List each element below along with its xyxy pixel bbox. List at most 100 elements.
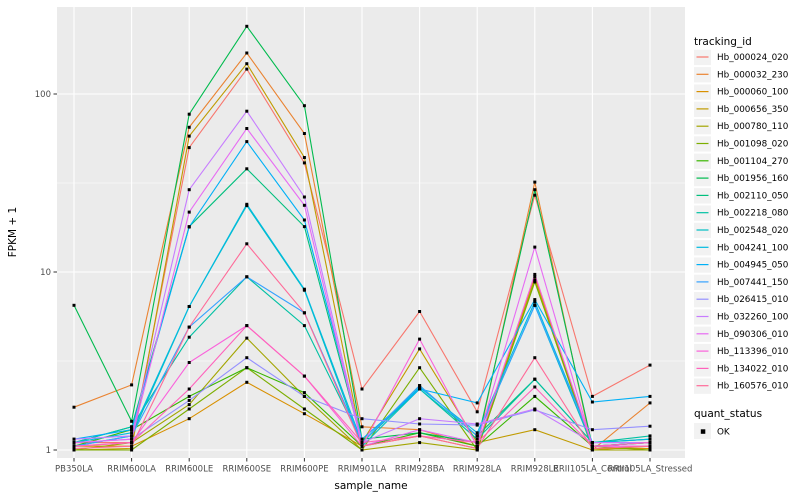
legend-entry-Hb_007441_150: Hb_007441_150 (694, 274, 789, 290)
legend-entry-label: Hb_001956_160 (717, 174, 789, 184)
data-point (187, 188, 191, 192)
data-point (302, 203, 306, 207)
data-point (130, 431, 134, 435)
legend-quant-status: OK (694, 423, 730, 439)
data-point (187, 407, 191, 411)
data-point (245, 356, 249, 360)
data-point (418, 337, 422, 341)
legend-entry-label: Hb_160576_010 (717, 382, 789, 392)
data-point (130, 441, 134, 445)
legend-title-quant-status: quant_status (694, 408, 762, 420)
legend-entry-label: Hb_134022_010 (717, 364, 789, 374)
data-point (533, 356, 537, 360)
data-point (302, 161, 306, 165)
legend-entry-label: Hb_026415_010 (717, 295, 789, 305)
gridlines (57, 7, 685, 458)
data-point (533, 272, 537, 276)
legend-entry-Hb_000656_350: Hb_000656_350 (694, 101, 789, 117)
data-point (302, 391, 306, 395)
data-point (187, 225, 191, 229)
y-tick-label: 10 (40, 268, 51, 278)
data-point (245, 51, 249, 55)
data-point (130, 448, 134, 452)
data-point (360, 425, 364, 429)
x-tick-label: RRIM928BA (395, 465, 445, 475)
legend-entry-label: Hb_007441_150 (717, 278, 789, 288)
data-point (302, 225, 306, 229)
data-point (187, 335, 191, 339)
data-point (418, 434, 422, 438)
legend-entry-Hb_000032_230: Hb_000032_230 (694, 67, 789, 83)
x-tick-label: PB350LA (55, 465, 93, 475)
data-point (475, 401, 479, 405)
data-point (245, 202, 249, 206)
data-point (302, 195, 306, 199)
data-point (302, 412, 306, 416)
data-point (245, 24, 249, 28)
data-point (475, 444, 479, 448)
data-point (648, 434, 652, 438)
data-point (360, 417, 364, 421)
legend-title-tracking-id: tracking_id (694, 36, 752, 48)
data-point (72, 405, 76, 409)
data-point (590, 400, 594, 404)
legend-entry-Hb_001956_160: Hb_001956_160 (694, 170, 789, 187)
data-point (475, 437, 479, 441)
data-point (245, 366, 249, 370)
legend-entry-Hb_001104_270: Hb_001104_270 (694, 153, 789, 169)
data-point (187, 325, 191, 329)
data-point (648, 441, 652, 445)
data-point (245, 109, 249, 113)
data-point (533, 394, 537, 398)
legend-entry-Hb_001098_020: Hb_001098_020 (694, 136, 789, 152)
data-point (418, 385, 422, 389)
data-point (187, 210, 191, 214)
data-point (533, 303, 537, 307)
data-point (245, 140, 249, 144)
legend-entry-Hb_002548_020: Hb_002548_020 (694, 222, 789, 239)
data-point (533, 278, 537, 282)
legend-entry-label: Hb_004241_100 (717, 243, 789, 253)
data-point (590, 428, 594, 432)
data-point (245, 380, 249, 384)
data-point (533, 407, 537, 411)
data-point (302, 218, 306, 222)
y-axis-title: FPKM + 1 (7, 207, 19, 257)
x-tick-label: RRIM600LE (165, 465, 213, 475)
legend-entry-Hb_090306_010: Hb_090306_010 (694, 326, 789, 342)
data-point (418, 384, 422, 388)
data-point (648, 437, 652, 441)
data-point (533, 298, 537, 302)
data-point (187, 387, 191, 391)
data-point (533, 280, 537, 284)
data-point (302, 374, 306, 378)
legend-entry-Hb_113396_010: Hb_113396_010 (694, 343, 789, 360)
data-point (475, 441, 479, 445)
data-point (360, 437, 364, 441)
data-point (475, 447, 479, 450)
ok-point-marker-icon (700, 429, 706, 434)
data-point (187, 112, 191, 116)
x-tick-label: RRIM928LE (511, 465, 559, 475)
data-point (130, 444, 134, 448)
data-point (418, 417, 422, 421)
data-point (360, 387, 364, 391)
data-point (187, 403, 191, 407)
legend-entry-label: Hb_001098_020 (717, 140, 789, 150)
data-point (245, 127, 249, 130)
data-point (187, 361, 191, 364)
data-point (648, 401, 652, 405)
data-point (590, 444, 594, 448)
data-point (302, 311, 306, 315)
data-point (72, 441, 76, 445)
data-point (245, 242, 249, 246)
data-point (187, 125, 191, 129)
data-point (245, 67, 249, 71)
legend-entry-Hb_004241_100: Hb_004241_100 (694, 240, 789, 256)
legend-entry-label: Hb_002548_020 (717, 226, 789, 236)
data-point (72, 437, 76, 441)
data-point (533, 385, 537, 389)
legend-entry-label: Hb_000656_350 (717, 105, 789, 115)
data-point (648, 424, 652, 428)
